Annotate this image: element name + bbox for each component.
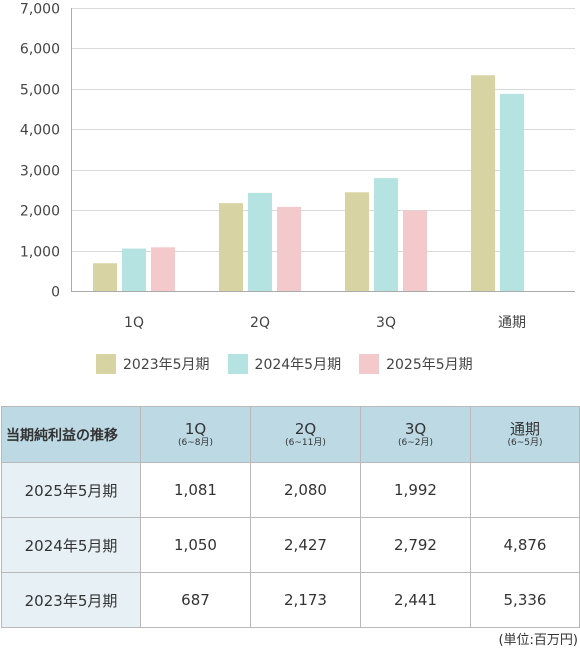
table-cell: 2,173 (250, 572, 361, 628)
legend-swatch-2023 (96, 354, 116, 374)
x-tick-label: 1Q (124, 315, 144, 331)
row-label: 2023年5月期 (1, 572, 141, 628)
legend-item-2025: 2025年5月期 (359, 354, 473, 374)
table-header-1q: 1Q (6~8月) (140, 406, 251, 463)
table-header-full-year: 通期 (6~5月) (470, 406, 580, 463)
bar (122, 248, 146, 291)
y-tick-label: 4,000 (20, 123, 60, 139)
legend-item-2023: 2023年5月期 (96, 354, 210, 374)
header-label: 通期 (509, 419, 540, 438)
table-cell: 2,441 (360, 572, 471, 628)
bar (248, 192, 272, 291)
table-row-2023: 2023年5月期 687 2,173 2,441 5,336 (1, 572, 580, 628)
table-header-row: 当期純利益の推移 1Q (6~8月) 2Q (6~11月) 3Q (6~2月) … (1, 406, 580, 463)
table-cell: 4,876 (470, 517, 580, 573)
net-income-table: 当期純利益の推移 1Q (6~8月) 2Q (6~11月) 3Q (6~2月) … (1, 406, 580, 628)
table-cell: 2,792 (360, 517, 471, 573)
legend-label-2023: 2023年5月期 (123, 357, 210, 373)
table-header-2q: 2Q (6~11月) (250, 406, 361, 463)
legend-swatch-2024 (227, 354, 248, 374)
y-tick-label: 3,000 (20, 164, 60, 180)
table-cell: 2,080 (250, 462, 361, 518)
header-period: (6~5月) (507, 437, 543, 448)
header-period: (6~11月) (285, 437, 326, 448)
y-tick-label: 6,000 (20, 42, 60, 58)
bar (345, 192, 369, 291)
table-cell: 687 (140, 572, 251, 628)
table-header-3q: 3Q (6~2月) (360, 406, 471, 463)
bar (219, 203, 243, 291)
bar (374, 178, 398, 291)
unit-note: (単位:百万円) (498, 633, 578, 648)
row-label: 2024年5月期 (1, 517, 141, 573)
y-tick-label: 7,000 (20, 2, 60, 18)
table-cell: 1,081 (140, 462, 251, 518)
header-label: 1Q (184, 419, 207, 438)
table-cell: 5,336 (470, 572, 580, 628)
bar (93, 263, 117, 291)
table-corner-title: 当期純利益の推移 (1, 406, 141, 463)
bar (403, 210, 427, 291)
bar (500, 93, 524, 291)
legend-swatch-2025 (359, 354, 380, 374)
row-label: 2025年5月期 (1, 462, 141, 518)
table-cell: 1,992 (360, 462, 471, 518)
legend-item-2024: 2024年5月期 (227, 354, 342, 374)
bar-chart: 0 1,000 2,000 3,000 4,000 5,000 6,000 7,000 1Q 2Q… (20, 2, 575, 331)
header-label: 3Q (404, 419, 427, 438)
table-row-2025: 2025年5月期 1,081 2,080 1,992 (1, 462, 580, 518)
x-tick-label: 3Q (376, 315, 396, 331)
header-period: (6~2月) (397, 437, 434, 448)
bar (151, 247, 175, 291)
y-tick-label: 5,000 (20, 83, 60, 99)
table-cell: 1,050 (140, 517, 251, 573)
bar (471, 75, 495, 292)
x-tick-label: 2Q (250, 315, 270, 331)
table-cell: 2,427 (250, 517, 361, 573)
bar (277, 206, 301, 291)
y-tick-label: 1,000 (20, 245, 60, 261)
y-tick-label: 2,000 (20, 204, 60, 220)
table-cell (470, 462, 580, 518)
y-tick-label: 0 (51, 285, 60, 301)
legend-label-2024: 2024年5月期 (254, 357, 342, 373)
header-period: (6~8月) (177, 437, 214, 448)
chart-legend: 2023年5月期 2024年5月期 2025年5月期 (96, 353, 491, 375)
x-tick-label: 通期 (498, 315, 526, 331)
legend-label-2025: 2025年5月期 (386, 357, 473, 373)
table-row-2024: 2024年5月期 1,050 2,427 2,792 4,876 (1, 517, 580, 573)
header-label: 2Q (294, 419, 317, 438)
